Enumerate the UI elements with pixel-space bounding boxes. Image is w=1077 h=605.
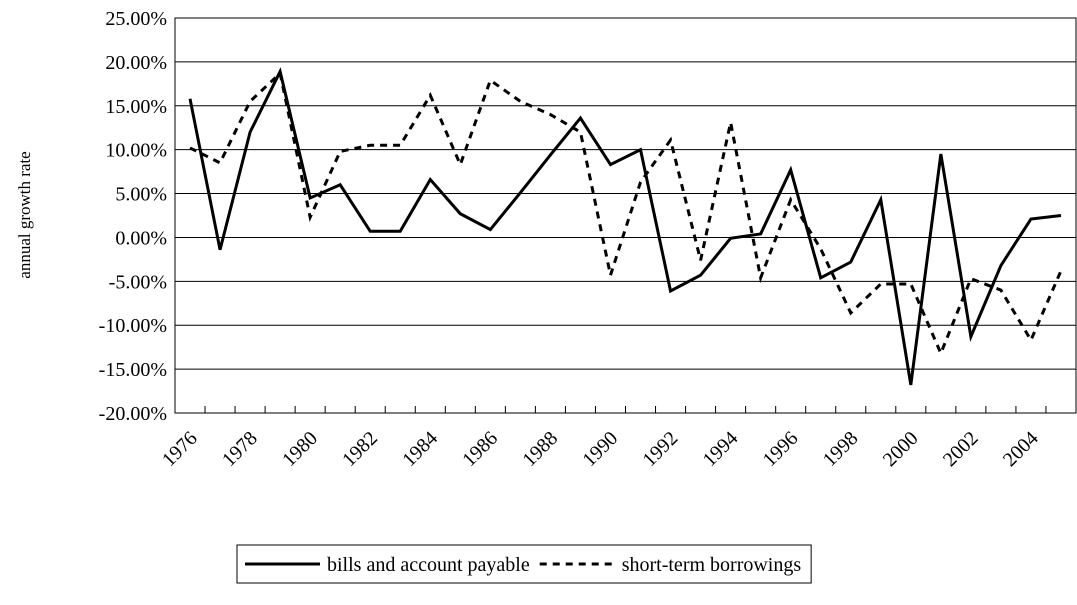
x-tick-label: 2004 bbox=[999, 427, 1043, 471]
x-tick-label: 2002 bbox=[939, 427, 983, 471]
x-tick-label: 2000 bbox=[879, 427, 923, 471]
y-tick-label: -20.00% bbox=[99, 403, 167, 425]
x-tick-label: 1996 bbox=[759, 427, 803, 471]
y-tick-label: -10.00% bbox=[99, 315, 167, 337]
y-axis-title: annual growth rate bbox=[15, 151, 34, 278]
x-tick-label: 1992 bbox=[638, 427, 682, 471]
legend-box bbox=[236, 544, 812, 584]
y-tick-label: 5.00% bbox=[115, 184, 167, 206]
x-tick-label: 1978 bbox=[218, 427, 262, 471]
x-tick-label: 1990 bbox=[578, 427, 622, 471]
series-line bbox=[188, 67, 1062, 386]
x-tick-label: 1994 bbox=[699, 427, 743, 471]
legend: bills and account payable short-term borr… bbox=[236, 544, 812, 584]
series-line bbox=[189, 70, 1063, 358]
y-tick-label: -15.00% bbox=[99, 359, 167, 381]
y-tick-label: 10.00% bbox=[105, 140, 167, 162]
x-tick-label: 1984 bbox=[398, 427, 442, 471]
x-tick-label: 1988 bbox=[518, 427, 562, 471]
legend-label: bills and account payable bbox=[327, 554, 530, 576]
y-tick-label: 0.00% bbox=[115, 227, 167, 249]
y-tick-label: 15.00% bbox=[105, 96, 167, 118]
x-tick-label: 1998 bbox=[819, 427, 863, 471]
x-tick-label: 1976 bbox=[158, 427, 202, 471]
legend-label: short-term borrowings bbox=[622, 554, 802, 576]
x-tick-label: 1980 bbox=[278, 427, 322, 471]
y-tick-label: 25.00% bbox=[105, 8, 167, 30]
x-tick-label: 1982 bbox=[338, 427, 382, 471]
x-tick-label: 1986 bbox=[458, 427, 502, 471]
y-tick-label: 20.00% bbox=[105, 52, 167, 74]
y-tick-label: -5.00% bbox=[109, 271, 167, 293]
